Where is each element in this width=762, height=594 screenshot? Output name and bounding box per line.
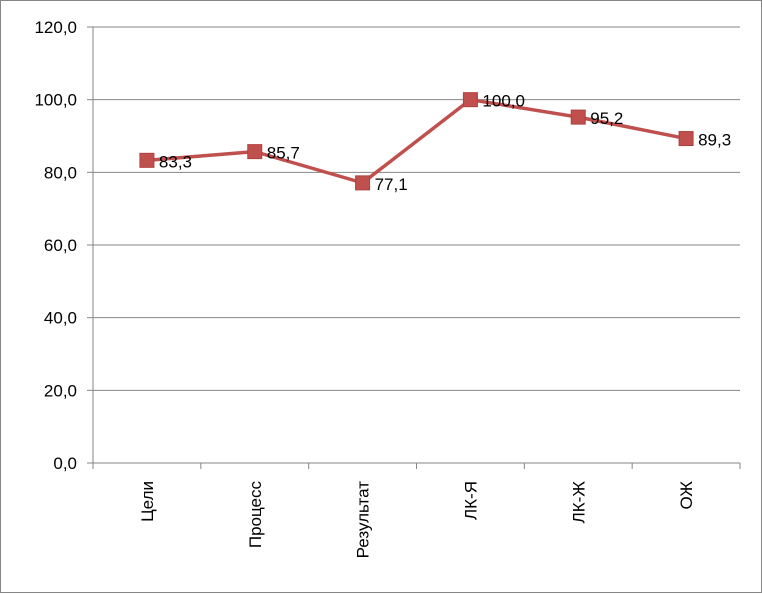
data-point-marker [139,152,155,168]
y-tick-label: 20,0 [44,381,77,400]
data-point-marker [355,175,371,191]
data-value-label: 100,0 [482,92,525,111]
data-value-label: 85,7 [267,144,300,163]
x-category-label: Процесс [246,481,265,549]
y-tick-label: 80,0 [44,163,77,182]
x-category-label: Результат [354,481,373,559]
data-point-marker [678,131,694,147]
data-point-marker [570,109,586,125]
data-value-label: 89,3 [698,131,731,150]
x-category-label: ЛК-Ж [569,481,588,524]
x-category-label: ОЖ [677,481,696,510]
series-line [146,97,687,185]
y-tick-label: 120,0 [34,18,77,37]
x-category-label: ЛК-Я [461,481,480,520]
y-tick-label: 60,0 [44,236,77,255]
y-tick-label: 0,0 [53,454,77,473]
data-point-marker [462,92,478,108]
x-category-label: Цели [138,481,157,522]
data-value-label: 77,1 [375,175,408,194]
y-tick-label: 40,0 [44,309,77,328]
data-value-label: 95,2 [590,109,623,128]
data-point-marker [247,144,263,160]
data-value-label: 83,3 [159,152,192,171]
y-tick-label: 100,0 [34,91,77,110]
